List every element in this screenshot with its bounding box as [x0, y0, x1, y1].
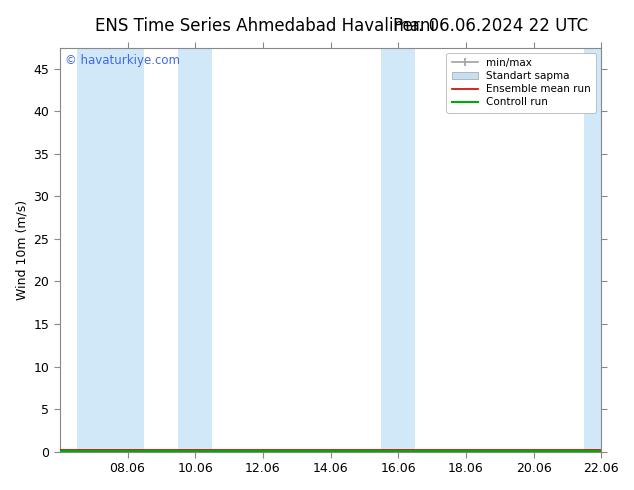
Text: © havaturkiye.com: © havaturkiye.com [65, 53, 180, 67]
Bar [381, 48, 415, 452]
Text: ENS Time Series Ahmedabad Havalimanı: ENS Time Series Ahmedabad Havalimanı [95, 17, 435, 35]
Legend: min/max, Standart sapma, Ensemble mean run, Controll run: min/max, Standart sapma, Ensemble mean r… [446, 53, 596, 113]
Bar [178, 48, 212, 452]
Bar [585, 48, 601, 452]
Bar [77, 48, 145, 452]
Text: Per. 06.06.2024 22 UTC: Per. 06.06.2024 22 UTC [393, 17, 588, 35]
Y-axis label: Wind 10m (m/s): Wind 10m (m/s) [15, 199, 28, 299]
